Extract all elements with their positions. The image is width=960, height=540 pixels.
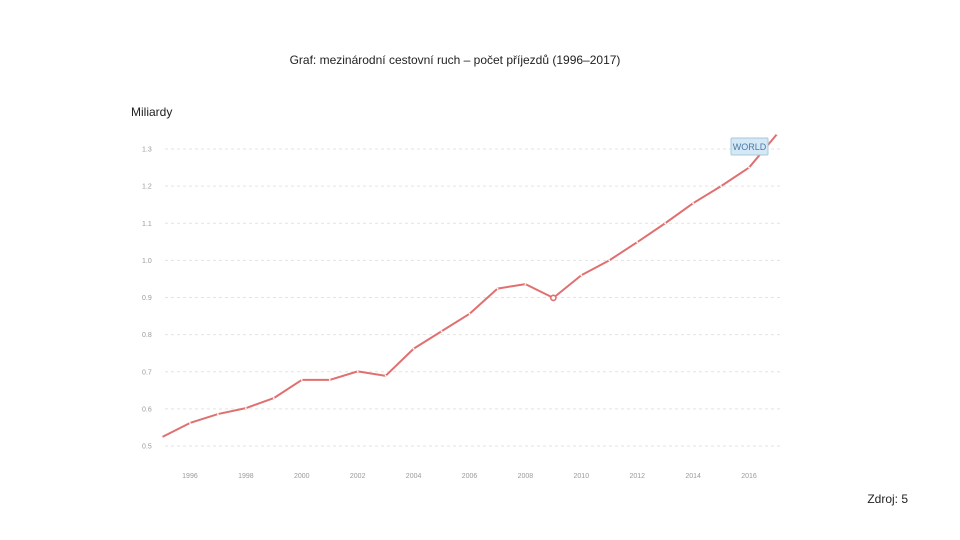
y-tick-label: 1.3	[142, 147, 152, 154]
grid-lines	[165, 148, 780, 447]
y-tick-label: 1.1	[142, 221, 152, 228]
y-tick-label: 0.6	[142, 406, 152, 413]
x-tick-label: 2004	[406, 473, 422, 480]
data-point	[468, 312, 471, 315]
data-point	[776, 133, 778, 136]
data-point	[664, 222, 667, 225]
y-tick-label: 0.5	[142, 444, 152, 451]
data-point	[636, 241, 639, 244]
series-tag-label: WORLD	[733, 142, 767, 152]
x-tick-label: 1996	[182, 473, 198, 480]
x-tick-label: 2010	[574, 473, 590, 480]
x-tick-label: 2000	[294, 473, 310, 480]
x-tick-label: 2002	[350, 473, 366, 480]
data-point	[496, 287, 499, 290]
data-point	[161, 436, 163, 438]
x-tick-label: 2008	[518, 473, 534, 480]
x-axis-ticks: 1996 1998 2000 2002 2004 2006 2008 2010 2012 2014…	[182, 473, 757, 480]
data-point	[328, 379, 331, 381]
data-point	[608, 259, 611, 262]
data-point	[217, 413, 219, 415]
x-tick-label: 2012	[629, 473, 645, 480]
y-tick-label: 0.7	[142, 369, 152, 376]
data-point	[356, 370, 359, 373]
y-tick-label: 0.8	[142, 332, 152, 339]
data-point	[412, 347, 415, 350]
y-tick-label: 1.2	[142, 184, 152, 191]
data-point	[524, 283, 527, 286]
series-tag-box	[730, 137, 769, 156]
series-line-world	[161, 133, 778, 438]
x-tick-label: 2016	[741, 473, 757, 480]
y-axis-ticks: 0.5 0.6 0.7 0.8 0.9 1.0 1.1 1.2 1.3	[142, 147, 152, 451]
data-point	[549, 294, 557, 302]
data-point	[384, 374, 387, 377]
y-tick-label: 0.9	[142, 295, 152, 302]
chart-title: Graf: mezinárodní cestovní ruch – počet …	[289, 53, 621, 67]
data-point	[720, 185, 722, 188]
data-point	[440, 330, 443, 333]
x-tick-label: 2014	[685, 473, 701, 480]
series-world	[161, 133, 778, 438]
data-point	[692, 202, 695, 205]
x-tick-label: 1998	[238, 473, 254, 480]
y-tick-label: 1.0	[142, 258, 152, 265]
x-tick-label: 2006	[462, 473, 478, 480]
series-tag: WORLD	[730, 137, 769, 156]
y-unit-label: Miliardy	[131, 105, 173, 119]
data-point	[748, 166, 750, 169]
data-point	[244, 407, 247, 410]
data-point	[272, 397, 275, 400]
data-point	[300, 379, 303, 381]
data-point	[580, 274, 583, 277]
data-point	[189, 422, 191, 424]
source-note: Zdroj: 5	[867, 492, 908, 506]
